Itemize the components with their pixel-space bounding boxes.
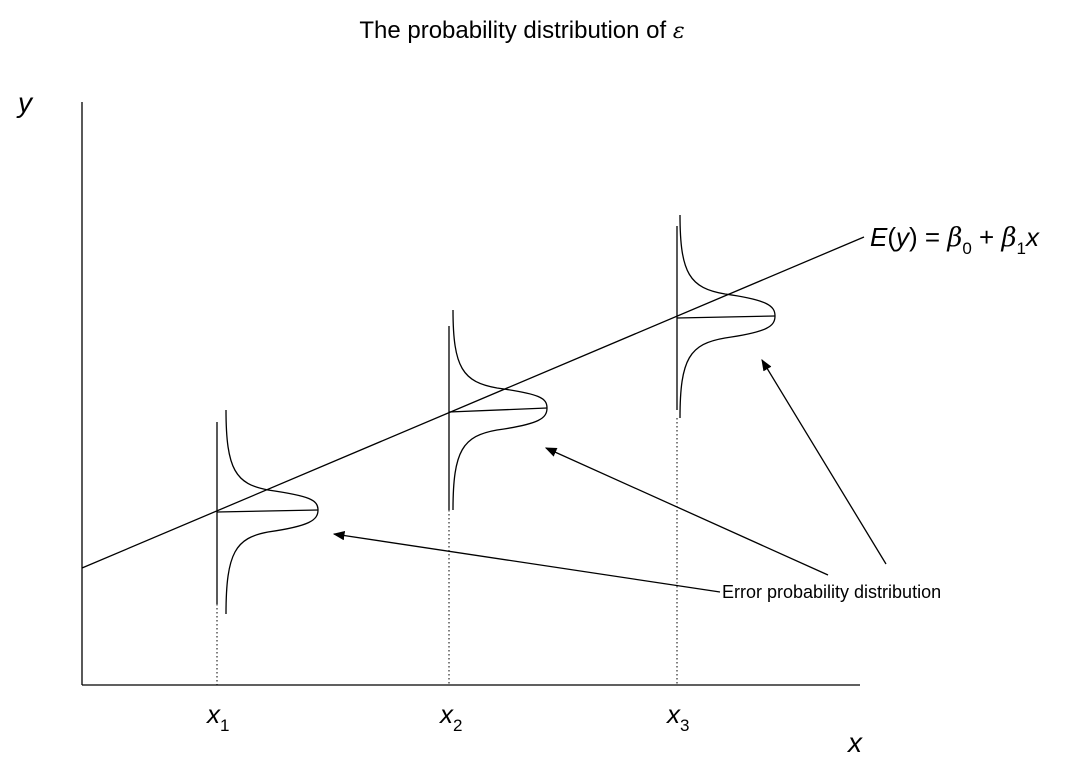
distribution-3-curve — [679, 214, 776, 419]
error-distribution-annotation: Error probability distribution — [722, 582, 941, 602]
distribution-1-curve — [225, 409, 319, 615]
x1-tick-label: x1 — [205, 699, 229, 735]
annotation-arrow-1 — [332, 530, 721, 593]
annotation-arrow-2 — [544, 447, 829, 576]
x2-tick-label: x2 — [438, 699, 462, 735]
x3-tick-label: x3 — [665, 699, 689, 735]
distribution-3-mean-line — [676, 315, 776, 319]
distribution-2-curve — [452, 309, 548, 511]
distribution-2-mean-line — [448, 407, 548, 413]
annotation-arrow-3 — [761, 359, 887, 565]
error-distribution-3: x3 — [665, 214, 776, 735]
distribution-1-mean-line — [216, 509, 319, 513]
y-axis-label: y — [16, 87, 34, 118]
x-axis-label: x — [846, 727, 863, 758]
diagram-title: The probability distribution of ε — [359, 17, 684, 44]
regression-line — [81, 236, 865, 569]
error-distribution-1: x1 — [205, 409, 319, 735]
regression-equation: E(y) = β0 + β1x — [870, 222, 1040, 258]
error-distribution-2: x2 — [438, 309, 548, 735]
